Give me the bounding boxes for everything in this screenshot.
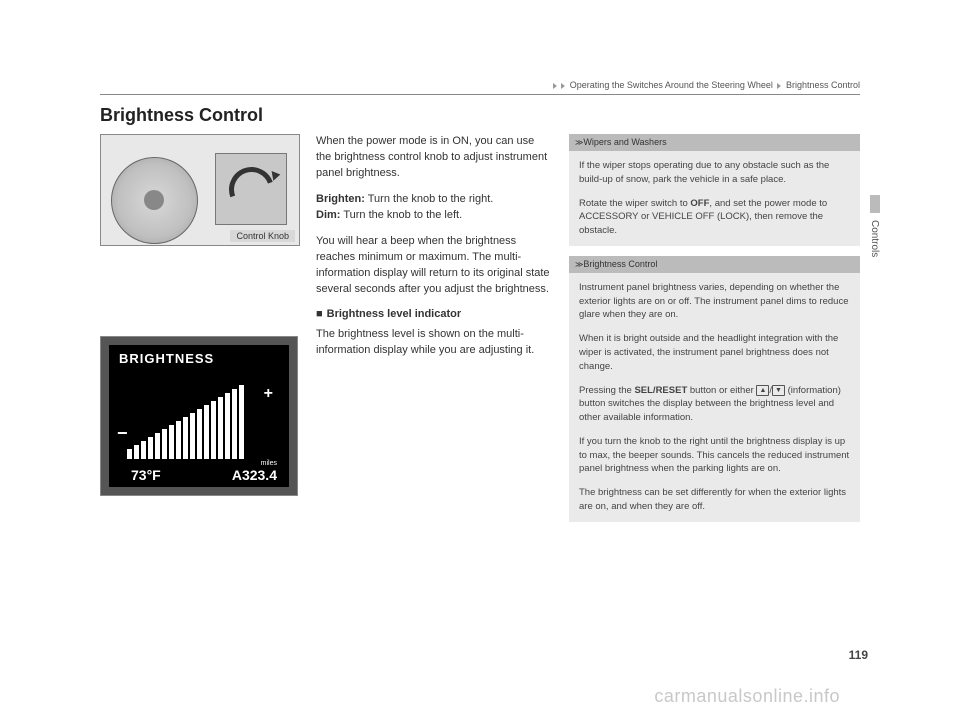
info2-body: Instrument panel brightness varies, depe… xyxy=(569,273,860,522)
figures-column: Control Knob BRIGHTNESS + − 73°F miles A… xyxy=(100,134,298,522)
up-button-icon: ▲ xyxy=(756,385,769,396)
off-label: OFF xyxy=(690,198,709,209)
dim-label: Dim: xyxy=(316,209,340,221)
info1-head: Wipers and Washers xyxy=(569,134,860,151)
watermark: carmanualsonline.info xyxy=(654,686,840,707)
breadcrumb-a: Operating the Switches Around the Steeri… xyxy=(570,80,773,90)
info1-body: If the wiper stops operating due to any … xyxy=(569,151,860,246)
info2-p4: If you turn the knob to the right until … xyxy=(579,435,850,476)
steering-wheel-graphic xyxy=(111,157,198,244)
minus-icon: − xyxy=(117,423,128,444)
odo-prefix: A xyxy=(232,467,242,483)
sel-reset-label: SEL/RESET xyxy=(634,385,687,396)
page-number: 119 xyxy=(849,648,868,662)
figure-control-knob: Control Knob xyxy=(100,134,300,246)
knob-inset xyxy=(215,153,287,225)
body-p2: You will hear a beep when the brightness… xyxy=(316,234,551,298)
info1-p2: Rotate the wiper switch to OFF, and set … xyxy=(579,197,850,238)
subheading: Brightness level indicator xyxy=(316,307,551,323)
info1-p1: If the wiper stops operating due to any … xyxy=(579,159,850,187)
temperature-readout: 73°F xyxy=(131,467,161,483)
breadcrumb: Operating the Switches Around the Steeri… xyxy=(100,80,860,90)
dim-text: Turn the knob to the left. xyxy=(343,209,462,221)
miles-label: miles xyxy=(261,460,277,467)
section-tab: Controls xyxy=(869,220,880,257)
odometer-readout: A323.4 xyxy=(232,467,277,483)
page-title: Brightness Control xyxy=(100,105,860,126)
info2-p3: Pressing the SEL/RESET button or either … xyxy=(579,384,850,425)
info2-p1: Instrument panel brightness varies, depe… xyxy=(579,281,850,322)
down-button-icon: ▼ xyxy=(772,385,785,396)
body-column: When the power mode is in ON, you can us… xyxy=(316,134,551,522)
info2-head: Brightness Control xyxy=(569,256,860,273)
brightness-bars xyxy=(127,385,244,459)
body-p3: The brightness level is shown on the mul… xyxy=(316,327,551,359)
info2-p5: The brightness can be set differently fo… xyxy=(579,486,850,514)
subheading-text: Brightness level indicator xyxy=(327,308,461,320)
body-p1: When the power mode is in ON, you can us… xyxy=(316,134,551,182)
brighten-label: Brighten: xyxy=(316,193,365,205)
divider-top xyxy=(100,94,860,95)
info2-p2: When it is bright outside and the headli… xyxy=(579,332,850,373)
figure1-caption: Control Knob xyxy=(230,230,295,242)
plus-icon: + xyxy=(264,385,273,403)
figure-brightness-display: BRIGHTNESS + − 73°F miles A323.4 xyxy=(100,336,298,496)
display-title: BRIGHTNESS xyxy=(119,351,214,366)
info-column: Wipers and Washers If the wiper stops op… xyxy=(569,134,860,522)
rotation-arrow-icon xyxy=(221,159,281,219)
brighten-text: Turn the knob to the right. xyxy=(368,193,494,205)
section-tab-block xyxy=(870,195,880,213)
breadcrumb-b: Brightness Control xyxy=(786,80,860,90)
odo-value: 323.4 xyxy=(242,467,277,483)
